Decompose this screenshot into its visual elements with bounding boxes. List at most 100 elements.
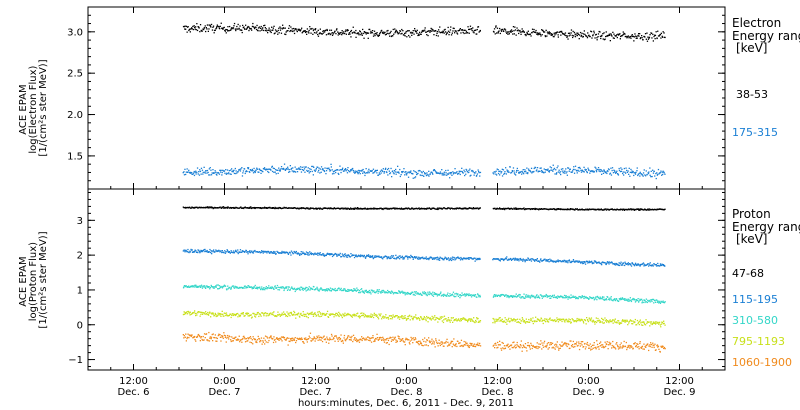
- data-point: [550, 297, 552, 299]
- data-point: [301, 286, 303, 289]
- data-point: [504, 258, 506, 260]
- data-point: [373, 256, 376, 258]
- data-point: [614, 170, 616, 172]
- data-point: [617, 173, 619, 175]
- data-point: [297, 28, 299, 30]
- data-point: [523, 31, 525, 33]
- data-point: [507, 170, 509, 172]
- data-point: [564, 170, 566, 172]
- data-point: [266, 30, 268, 32]
- data-point: [600, 321, 602, 323]
- data-point: [620, 35, 622, 38]
- data-point: [637, 263, 639, 265]
- data-point: [577, 297, 580, 299]
- data-point: [443, 207, 445, 209]
- data-point: [200, 251, 202, 253]
- data-point: [183, 337, 185, 339]
- data-point: [258, 315, 260, 318]
- data-point: [386, 292, 388, 294]
- data-point: [661, 171, 663, 173]
- data-point: [256, 312, 259, 314]
- data-point: [317, 33, 319, 36]
- data-point: [412, 207, 414, 209]
- data-point: [363, 172, 365, 174]
- data-point: [365, 208, 367, 210]
- data-point: [414, 316, 416, 318]
- data-point: [214, 170, 216, 172]
- data-point: [520, 296, 523, 298]
- data-point: [228, 338, 230, 340]
- data-point: [359, 170, 361, 172]
- data-point: [524, 33, 526, 36]
- data-point: [232, 250, 235, 252]
- data-point: [366, 172, 368, 174]
- data-point: [348, 289, 350, 291]
- data-point: [311, 311, 313, 313]
- data-point: [353, 256, 356, 259]
- data-point: [625, 299, 627, 301]
- data-point: [221, 174, 223, 176]
- data-point: [513, 30, 515, 32]
- data-point: [305, 286, 307, 289]
- data-point: [247, 286, 249, 289]
- data-point: [213, 172, 216, 174]
- data-point: [423, 258, 425, 260]
- data-point: [465, 32, 467, 34]
- data-point: [594, 321, 596, 323]
- data-point: [546, 169, 548, 171]
- data-point: [445, 33, 447, 36]
- data-point: [610, 296, 612, 298]
- data-point: [322, 30, 324, 32]
- data-point: [401, 291, 403, 293]
- data-point: [639, 171, 641, 173]
- data-point: [647, 38, 650, 40]
- data-point: [511, 258, 514, 260]
- data-point: [533, 296, 536, 298]
- data-point: [230, 286, 233, 288]
- data-point: [390, 208, 393, 210]
- data-point: [256, 313, 258, 315]
- data-point: [405, 319, 408, 321]
- data-point: [394, 171, 396, 173]
- data-point: [664, 301, 666, 303]
- data-point: [582, 170, 584, 173]
- data-point: [215, 173, 217, 175]
- data-point: [462, 294, 464, 296]
- data-point: [311, 287, 313, 290]
- data-point: [339, 165, 341, 167]
- data-point: [476, 207, 478, 209]
- data-point: [459, 207, 461, 209]
- data-point: [601, 317, 603, 320]
- data-point: [622, 264, 624, 266]
- data-point: [449, 293, 451, 295]
- data-point: [306, 316, 308, 318]
- data-point: [232, 340, 234, 342]
- data-point: [326, 288, 328, 290]
- data-point: [210, 174, 213, 176]
- data-point: [560, 296, 562, 298]
- data-point: [431, 292, 433, 295]
- data-point: [350, 253, 352, 255]
- data-point: [401, 315, 404, 317]
- data-point: [474, 321, 476, 324]
- data-point: [493, 295, 495, 297]
- data-point: [589, 172, 591, 174]
- data-point: [377, 208, 380, 210]
- data-point: [618, 169, 621, 172]
- data-point: [304, 31, 307, 34]
- data-point: [304, 253, 307, 255]
- data-point: [623, 167, 625, 170]
- data-point: [409, 293, 411, 295]
- data-point: [309, 26, 311, 28]
- data-point: [196, 29, 199, 32]
- data-point: [192, 25, 194, 28]
- data-point: [361, 291, 363, 293]
- data-point: [329, 287, 332, 289]
- data-point: [529, 321, 531, 323]
- data-point: [629, 171, 631, 173]
- data-point: [341, 34, 343, 36]
- data-point: [459, 28, 461, 30]
- data-point: [522, 172, 524, 174]
- data-point: [611, 299, 613, 301]
- data-point: [532, 322, 534, 325]
